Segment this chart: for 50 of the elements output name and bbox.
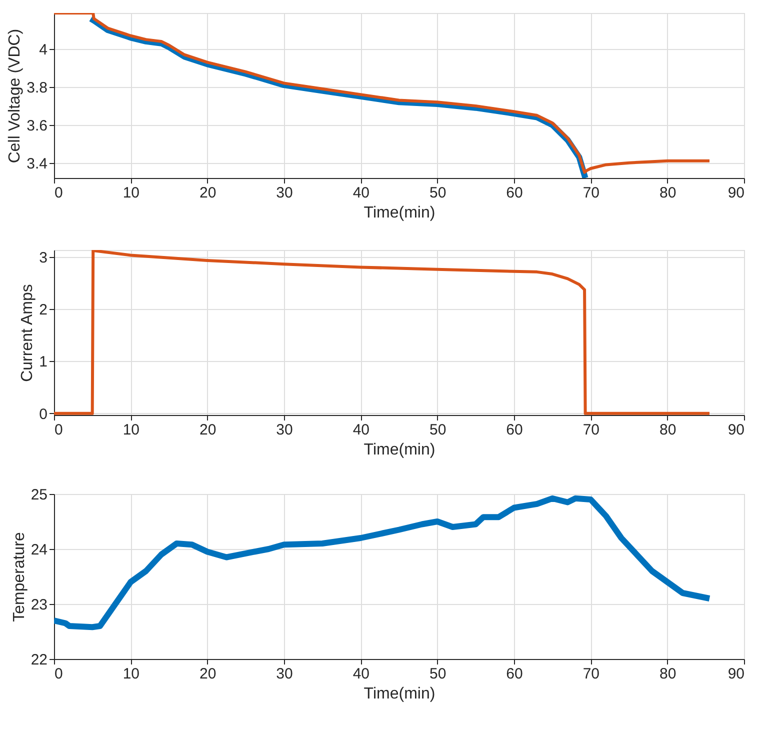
line-series	[54, 250, 711, 415]
y-axis-title: Cell Voltage (VDC)	[6, 28, 24, 164]
y-tick-label: 2	[39, 302, 48, 319]
x-tick-label: 10	[122, 422, 140, 438]
x-tick-label: 10	[122, 184, 140, 202]
x-tick-label: 30	[276, 184, 293, 202]
x-tick-label: 0	[54, 666, 63, 682]
x-tick-label: 70	[582, 184, 600, 202]
y-tick-label: 3	[39, 249, 48, 266]
y-tick-label: 22	[30, 652, 48, 668]
x-tick-label: 20	[199, 666, 216, 682]
x-tick-label: 90	[728, 666, 744, 682]
x-tick-label: 0	[54, 184, 63, 202]
y-tick-label: 3.8	[26, 79, 48, 96]
x-tick-label: 30	[276, 666, 293, 682]
y-tick-label: 1	[39, 354, 48, 371]
y-tick-label: 24	[30, 542, 48, 558]
x-tick-label: 0	[54, 422, 63, 438]
x-tick-label: 90	[728, 184, 744, 202]
x-tick-label: 80	[659, 422, 676, 438]
x-tick-label: 60	[506, 666, 523, 682]
x-tick-label: 50	[429, 422, 446, 438]
y-tick-label: 3.6	[26, 117, 48, 134]
y-tick-label: 3.4	[26, 155, 48, 172]
y-axis-title: Current Amps	[19, 284, 36, 382]
x-axis-title: Time(min)	[364, 204, 436, 222]
y-tick-label: 25	[30, 486, 48, 504]
y-tick-label: 0	[39, 406, 48, 423]
x-tick-label: 20	[199, 422, 216, 438]
x-tick-label: 90	[728, 422, 744, 438]
x-tick-label: 60	[506, 184, 523, 202]
x-tick-label: 40	[352, 666, 370, 682]
x-tick-label: 60	[506, 422, 523, 438]
line-series	[54, 13, 711, 174]
x-axis-title: Time(min)	[364, 442, 436, 458]
x-tick-label: 70	[582, 666, 600, 682]
x-tick-label: 50	[429, 666, 446, 682]
x-tick-label: 80	[659, 184, 676, 202]
x-tick-label: 10	[122, 666, 140, 682]
y-tick-label: 4	[39, 42, 48, 59]
x-tick-label: 40	[352, 184, 370, 202]
x-tick-label: 40	[352, 422, 370, 438]
x-tick-label: 30	[276, 422, 293, 438]
y-axis-title: Temperature	[10, 532, 28, 622]
x-tick-label: 20	[199, 184, 216, 202]
x-tick-label: 80	[659, 666, 676, 682]
x-tick-label: 50	[429, 184, 446, 202]
y-tick-label: 23	[30, 596, 48, 614]
x-tick-label: 70	[582, 422, 600, 438]
x-axis-title: Time(min)	[364, 686, 436, 702]
